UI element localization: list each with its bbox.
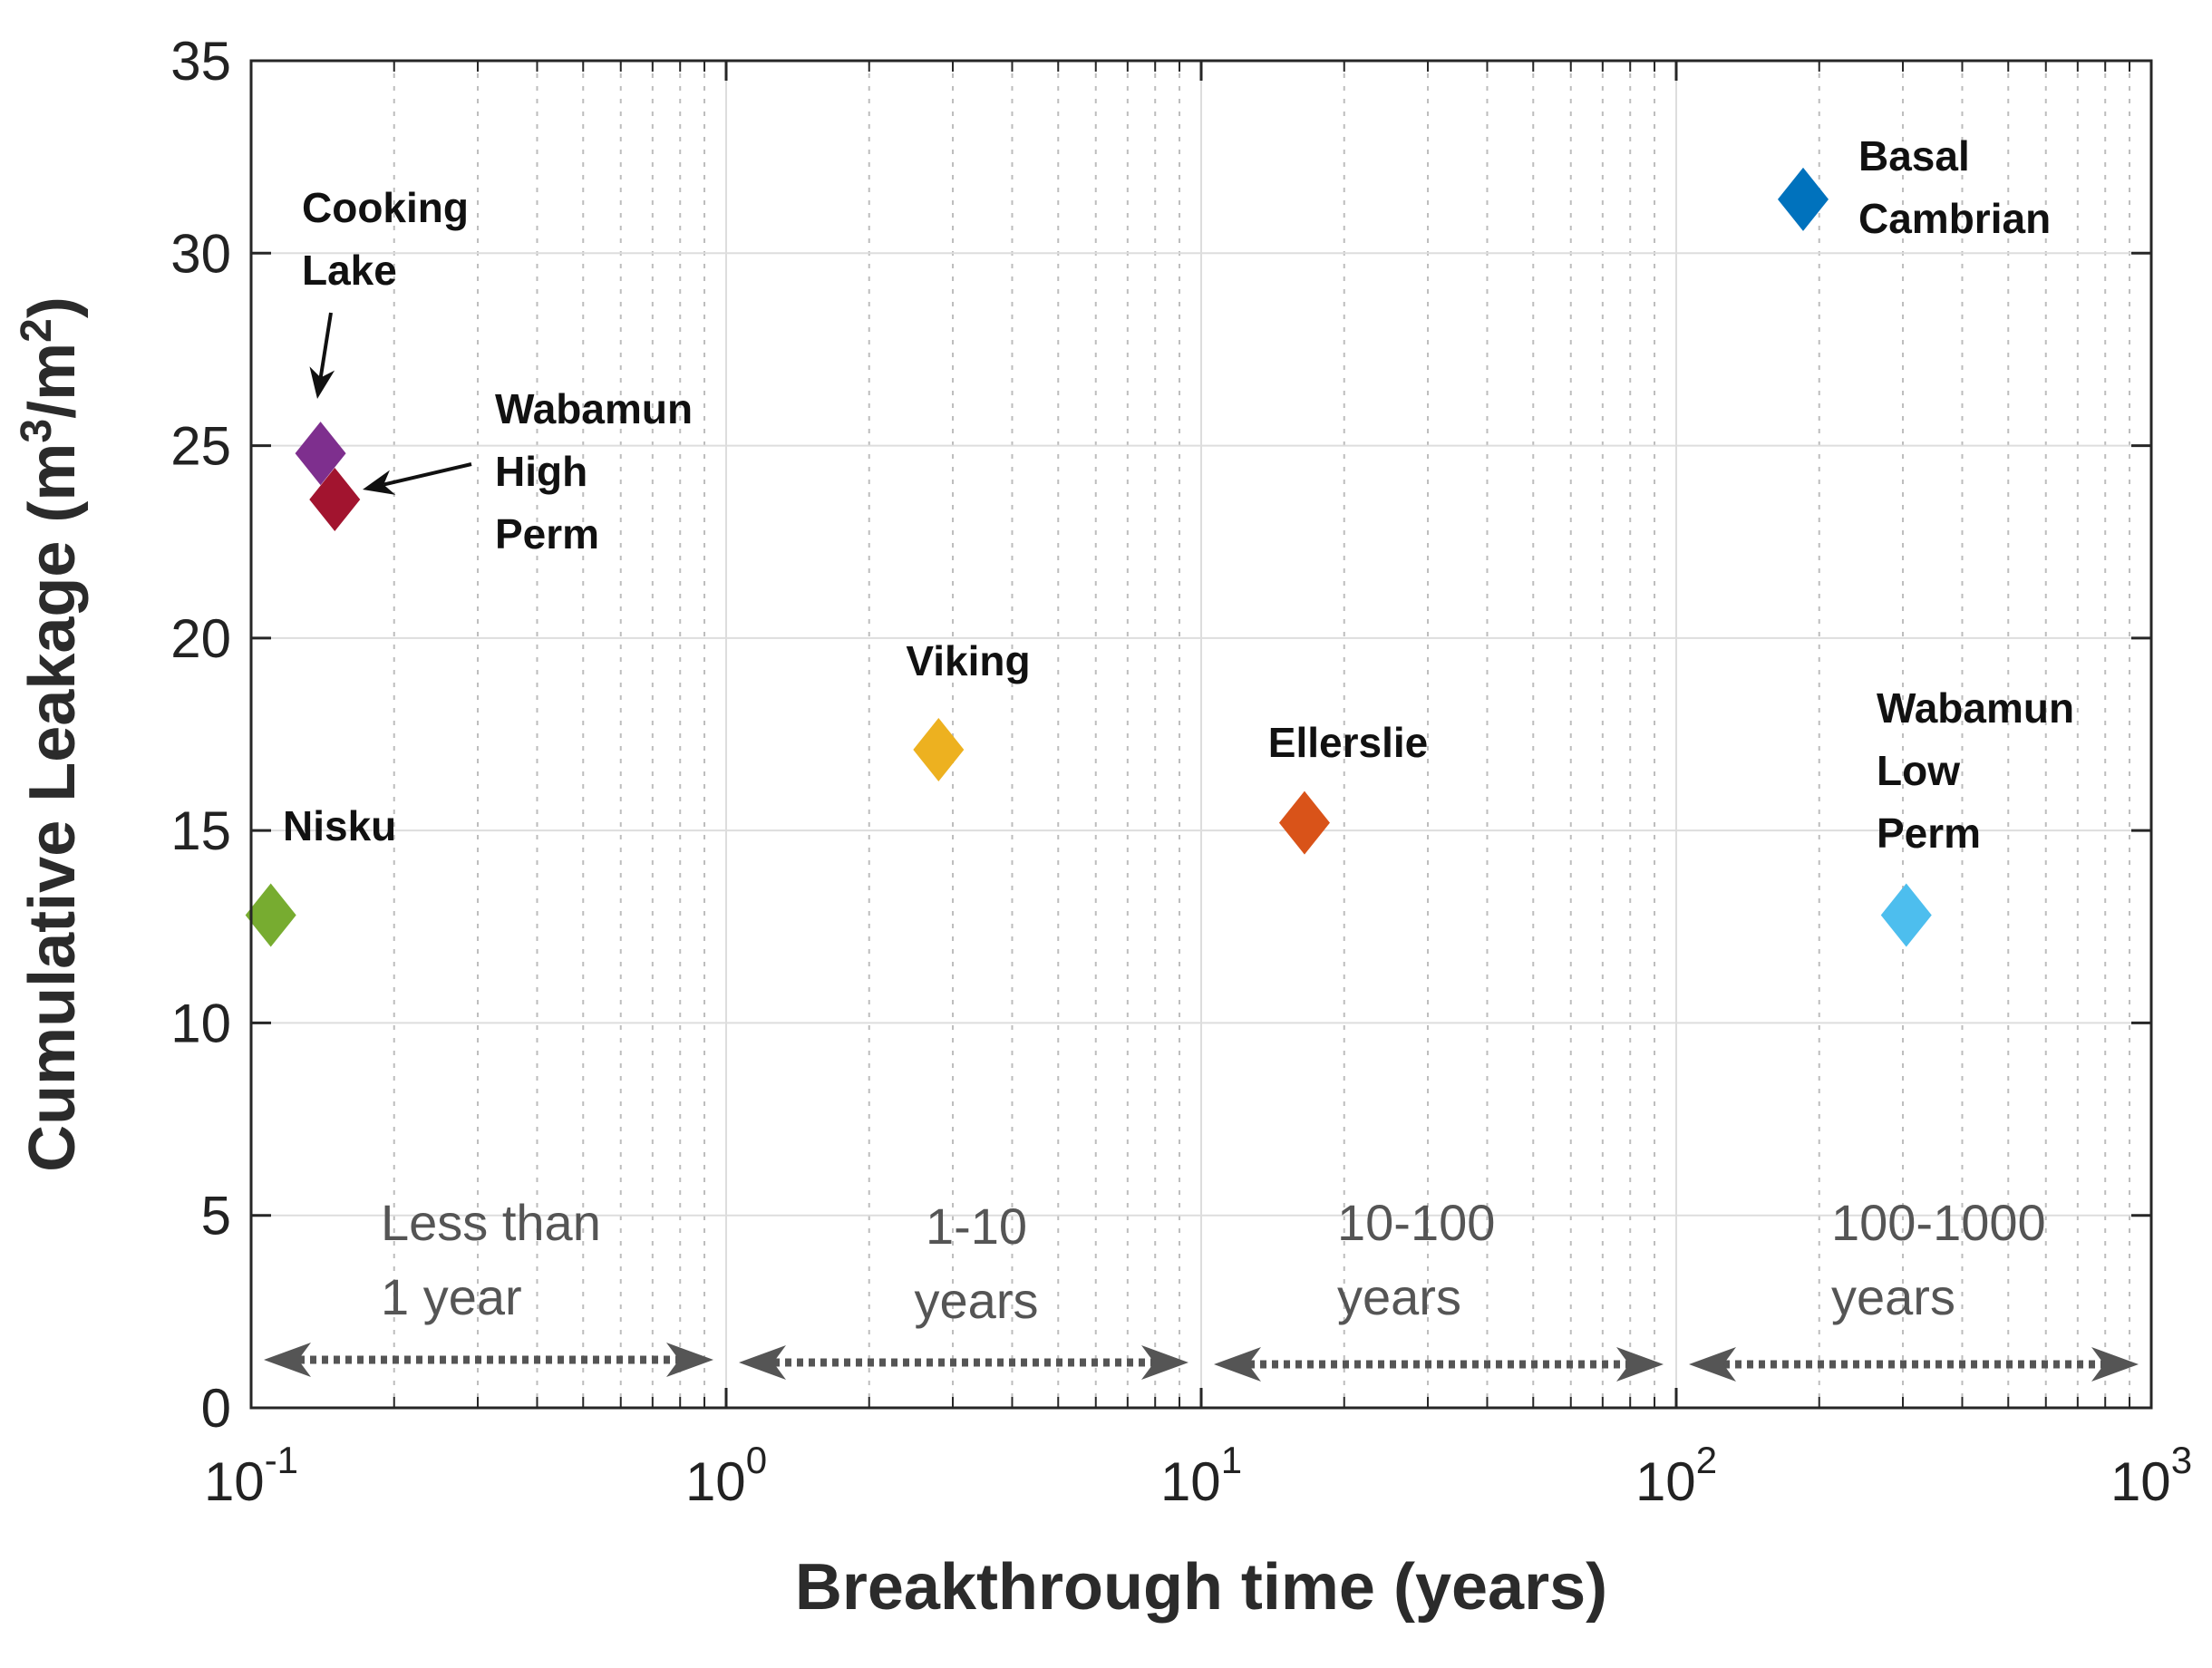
data-point-label: Cambrian xyxy=(1858,195,2051,242)
y-axis-title-sup2: 2 xyxy=(13,318,61,343)
x-axis-title: Breakthrough time (years) xyxy=(795,1551,1607,1624)
region-arrow-head-left xyxy=(1214,1347,1261,1382)
y-axis-title: Cumulative Leakage (m3/m2) xyxy=(13,296,89,1172)
region-arrow-head-left xyxy=(264,1343,311,1377)
region-label: 1 year xyxy=(381,1268,522,1325)
region-arrow xyxy=(1214,1347,1664,1382)
annotation-arrow-head xyxy=(363,470,396,495)
data-point-label: Ellerslie xyxy=(1268,719,1428,766)
data-point-marker xyxy=(309,468,361,532)
data-point-label: Nisku xyxy=(283,802,396,849)
region-label: 1-10 xyxy=(926,1198,1027,1255)
region-arrow-head-right xyxy=(2091,1347,2139,1382)
data-point-label: Wabamun xyxy=(1877,684,2074,732)
region-label: 10-100 xyxy=(1337,1194,1495,1251)
data-point-label: High xyxy=(495,448,587,495)
y-tick-label: 10 xyxy=(170,993,231,1053)
annotation-arrow xyxy=(363,462,472,495)
axis-ticks: 10-1 100 101 102 103 0 5 10 15 20 25 30 35 xyxy=(170,31,2192,1512)
data-point-marker xyxy=(1880,883,1932,947)
data-point-label: Low xyxy=(1877,747,1960,794)
y-axis-title-end: ) xyxy=(16,296,89,318)
data-points: Nisku Cooking Lake Wabamun High Perm Viking Ell… xyxy=(245,132,2074,947)
data-point-marker xyxy=(295,422,346,486)
y-tick-label: 30 xyxy=(170,223,231,284)
data-point-label: Wabamun xyxy=(495,385,693,432)
region-arrow xyxy=(264,1343,713,1377)
data-point-label: Basal xyxy=(1858,132,1970,179)
x-tick-label: 102 xyxy=(1635,1439,1717,1512)
region-label: 100-1000 xyxy=(1831,1194,2046,1251)
y-tick-label: 5 xyxy=(201,1186,231,1246)
x-tick-label: 101 xyxy=(1160,1439,1242,1512)
y-tick-label: 35 xyxy=(170,31,231,92)
annotation-arrow-shaft xyxy=(383,462,472,487)
data-point-label: Viking xyxy=(906,637,1030,684)
data-point-label: Lake xyxy=(302,247,397,294)
y-axis-title-main: Cumulative Leakage (m xyxy=(16,443,89,1172)
y-axis-title-mid: /m xyxy=(16,343,89,419)
y-tick-label: 20 xyxy=(170,608,231,669)
data-point-marker xyxy=(1278,790,1330,855)
region-label: years xyxy=(915,1272,1039,1329)
region-arrow xyxy=(739,1345,1188,1380)
region-arrow-head-right xyxy=(1141,1345,1188,1380)
region-arrow-head-left xyxy=(1689,1347,1736,1382)
x-tick-label: 103 xyxy=(2110,1439,2192,1512)
y-tick-label: 25 xyxy=(170,416,231,477)
data-point-marker xyxy=(245,883,296,947)
data-point-label: Perm xyxy=(495,510,599,558)
region-arrow xyxy=(1689,1347,2139,1382)
y-tick-label: 0 xyxy=(201,1378,231,1439)
y-axis-title-sup1: 3 xyxy=(13,419,61,443)
data-point-marker xyxy=(1777,167,1829,231)
region-label: years xyxy=(1831,1268,1955,1325)
region-label: Less than xyxy=(381,1194,601,1251)
data-point-label: Perm xyxy=(1877,810,1981,857)
x-tick-label: 100 xyxy=(685,1439,767,1512)
y-tick-label: 15 xyxy=(170,800,231,861)
annotation-arrow-head xyxy=(309,366,335,399)
region-arrow-head-left xyxy=(739,1345,786,1380)
data-point-marker xyxy=(913,717,965,781)
region-label: years xyxy=(1337,1268,1461,1325)
x-tick-label: 10-1 xyxy=(204,1439,298,1512)
data-point-label: Cooking xyxy=(302,184,469,231)
annotation-arrow-shaft xyxy=(318,312,333,378)
annotation-arrow xyxy=(309,312,335,399)
region-arrow-head-right xyxy=(1616,1347,1664,1382)
annotation-arrows xyxy=(309,312,472,495)
region-arrows: Less than 1 year 1-10 years 10-100 years 100-1… xyxy=(264,1194,2139,1382)
region-arrow-head-right xyxy=(666,1343,713,1377)
